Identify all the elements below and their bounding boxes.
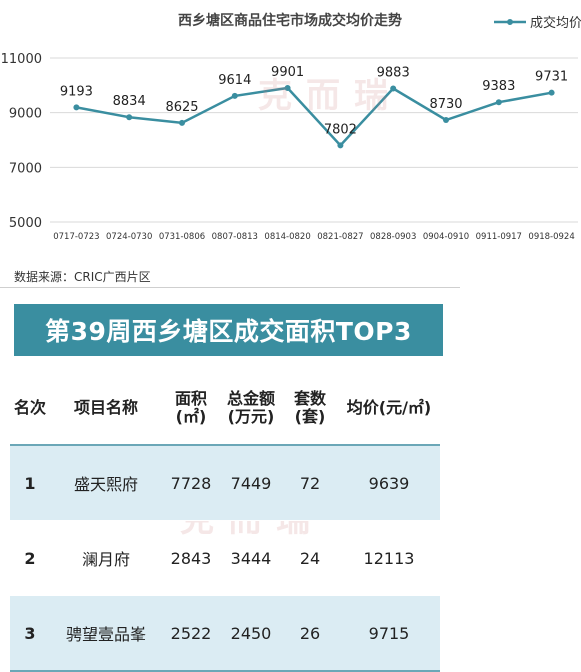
- y-tick-label: 9000: [9, 107, 42, 122]
- top3-table: 名次 项目名称 面积(㎡) 总金额(万元) 套数(套) 均价(元/㎡) 1 盛天…: [10, 372, 440, 672]
- chart-legend: 成交均价: [494, 15, 581, 31]
- header-project: 项目名称: [50, 372, 162, 446]
- cell-avg-price: 12113: [338, 520, 440, 596]
- line-chart: 西乡塘区商品住宅市场成交均价走势 成交均价 50007000900011000 …: [1, 12, 581, 242]
- table-row: 1 盛天熙府 7728 7449 72 9639: [10, 445, 440, 521]
- table-title: 第39周西乡塘区成交面积TOP3: [14, 304, 443, 356]
- divider: [0, 287, 460, 288]
- cell-total-amount: 3444: [220, 520, 282, 596]
- y-tick-label: 11000: [1, 52, 42, 67]
- x-tick-label: 0821-0827: [317, 232, 363, 242]
- data-point: [126, 114, 133, 121]
- data-label: 9883: [377, 66, 410, 81]
- data-label: 9901: [271, 65, 304, 80]
- cell-area: 2843: [162, 520, 220, 596]
- cell-units: 26: [282, 595, 338, 672]
- data-label: 9614: [218, 73, 251, 88]
- data-point: [443, 117, 449, 124]
- data-label: 9731: [535, 70, 568, 85]
- data-label: 7802: [324, 122, 357, 137]
- cell-rank: 3: [10, 595, 50, 672]
- header-units: 套数(套): [282, 372, 338, 446]
- data-point: [495, 99, 502, 106]
- chart-title: 西乡塘区商品住宅市场成交均价走势: [178, 12, 402, 29]
- x-tick-label: 0717-0723: [53, 232, 99, 242]
- header-area: 面积(㎡): [162, 372, 220, 446]
- cell-units: 72: [282, 445, 338, 521]
- cell-project: 澜月府: [50, 520, 162, 596]
- cell-project: 盛天熙府: [50, 445, 162, 521]
- series-line-avg-price: [76, 86, 552, 148]
- cell-area: 7728: [162, 445, 220, 521]
- header-total-amount: 总金额(万元): [220, 372, 282, 446]
- x-tick-label: 0724-0730: [106, 232, 152, 242]
- data-label: 8625: [165, 100, 198, 115]
- x-tick-label: 0814-0820: [264, 232, 310, 242]
- data-point: [231, 92, 238, 99]
- cell-units: 24: [282, 520, 338, 596]
- data-point: [390, 85, 397, 92]
- cell-avg-price: 9715: [338, 595, 440, 672]
- cell-rank: 1: [10, 445, 50, 521]
- cell-area: 2522: [162, 595, 220, 672]
- cell-project: 骋望壹品峯: [50, 595, 162, 672]
- y-tick-label: 7000: [9, 161, 42, 176]
- legend-entry: 成交均价: [530, 15, 581, 31]
- y-tick-label: 5000: [9, 216, 42, 231]
- x-tick-label: 0828-0903: [370, 232, 416, 242]
- header-avg-price: 均价(元/㎡): [338, 372, 440, 446]
- x-tick-label: 0731-0806: [159, 232, 205, 242]
- x-tick-label: 0807-0813: [212, 232, 258, 242]
- table-row: 3 骋望壹品峯 2522 2450 26 9715: [10, 595, 440, 672]
- cell-total-amount: 7449: [220, 445, 282, 521]
- table-row: 2 澜月府 2843 3444 24 12113: [10, 520, 440, 596]
- x-tick-label: 0904-0910: [423, 232, 469, 242]
- data-label: 8834: [113, 94, 146, 109]
- cell-rank: 2: [10, 520, 50, 596]
- header-rank: 名次: [10, 372, 50, 446]
- x-tick-label: 0918-0924: [528, 232, 574, 242]
- source-note: 数据来源：CRIC广西片区: [14, 270, 151, 284]
- x-tick-label: 0911-0917: [476, 232, 522, 242]
- data-point: [337, 142, 344, 149]
- cell-avg-price: 9639: [338, 445, 440, 521]
- data-label: 9383: [482, 79, 515, 94]
- data-label: 9193: [60, 84, 93, 99]
- data-label: 8730: [429, 97, 462, 112]
- data-point: [284, 85, 291, 92]
- cell-total-amount: 2450: [220, 595, 282, 672]
- data-point: [73, 104, 80, 111]
- data-point: [179, 119, 185, 126]
- data-point: [548, 89, 555, 96]
- table-header-row: 名次 项目名称 面积(㎡) 总金额(万元) 套数(套) 均价(元/㎡): [10, 372, 440, 446]
